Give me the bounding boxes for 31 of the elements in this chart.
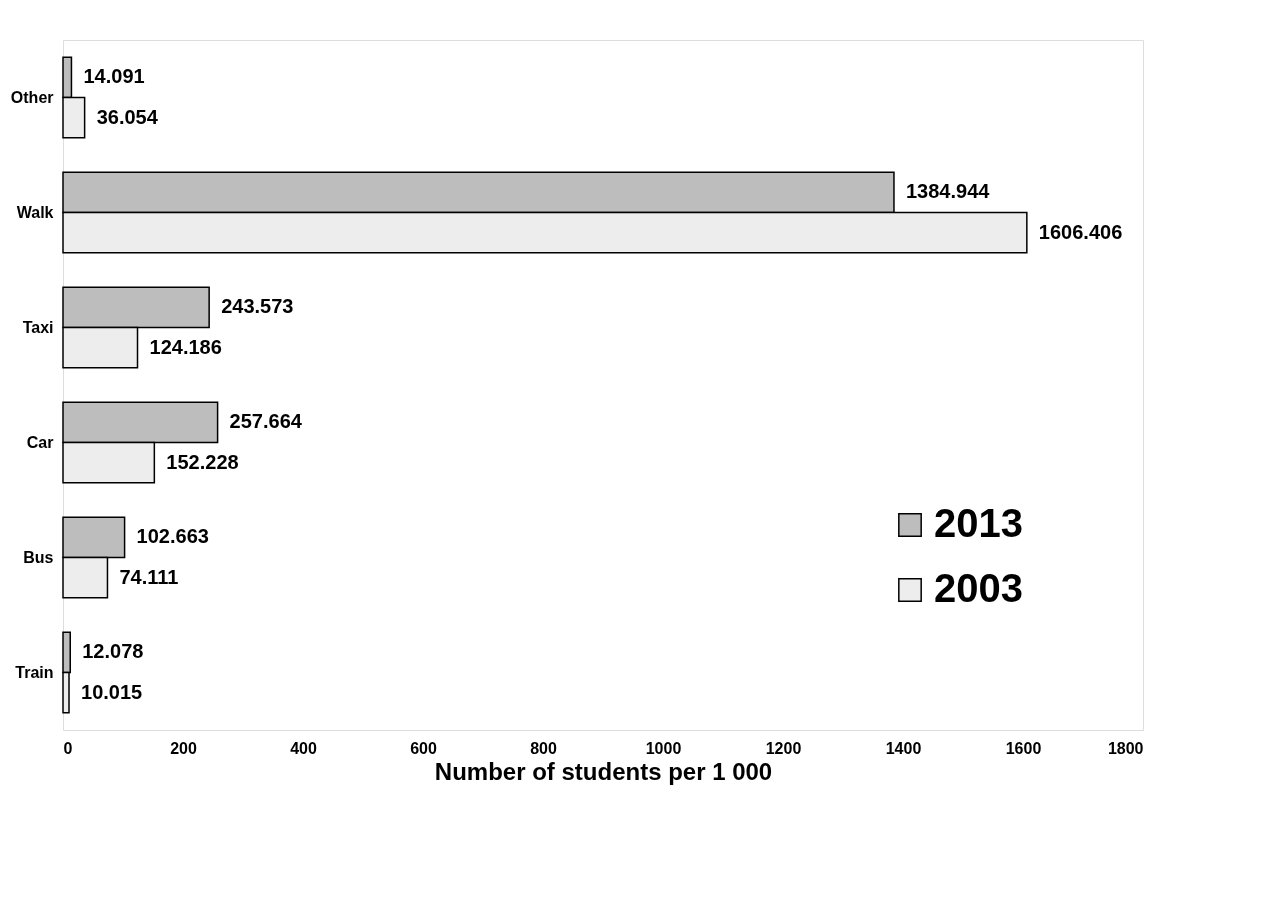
legend-label: 2013	[934, 501, 1023, 545]
y-tick-label: Bus	[23, 548, 54, 566]
x-tick-label: 200	[170, 739, 197, 757]
data-label: 152.228	[166, 450, 239, 473]
x-tick-label: 800	[530, 739, 557, 757]
data-label: 74.111	[119, 565, 179, 588]
data-label: 1384.944	[905, 180, 991, 203]
x-tick-label: 1400	[885, 739, 922, 757]
y-tick-label: Other	[10, 88, 54, 106]
data-label: 1606.406	[1038, 220, 1123, 243]
y-tick-label: Walk	[16, 203, 54, 221]
data-label: 243.573	[221, 295, 294, 318]
y-tick-label: Train	[15, 663, 54, 681]
legend-label: 2003	[934, 566, 1023, 610]
y-tick-label: Car	[26, 433, 54, 451]
data-label: 102.663	[136, 525, 209, 548]
data-label: 12.078	[82, 640, 144, 663]
data-label: 257.664	[229, 410, 303, 433]
x-tick-label: 1200	[765, 739, 802, 757]
data-label: 10.015	[81, 680, 143, 703]
x-tick-label: 1600	[1005, 739, 1042, 757]
x-tick-label: 400	[290, 739, 317, 757]
x-tick-label: 0	[63, 739, 73, 757]
x-tick-label: 600	[410, 739, 437, 757]
x-tick-label: 1000	[645, 739, 682, 757]
y-tick-label: Taxi	[22, 318, 54, 336]
x-tick-label: 1800	[1107, 739, 1144, 757]
data-label: 14.091	[83, 65, 145, 88]
data-label: 36.054	[96, 105, 159, 128]
x-axis-title: Number of students per 1 000	[434, 757, 773, 785]
data-label: 124.186	[149, 335, 222, 358]
